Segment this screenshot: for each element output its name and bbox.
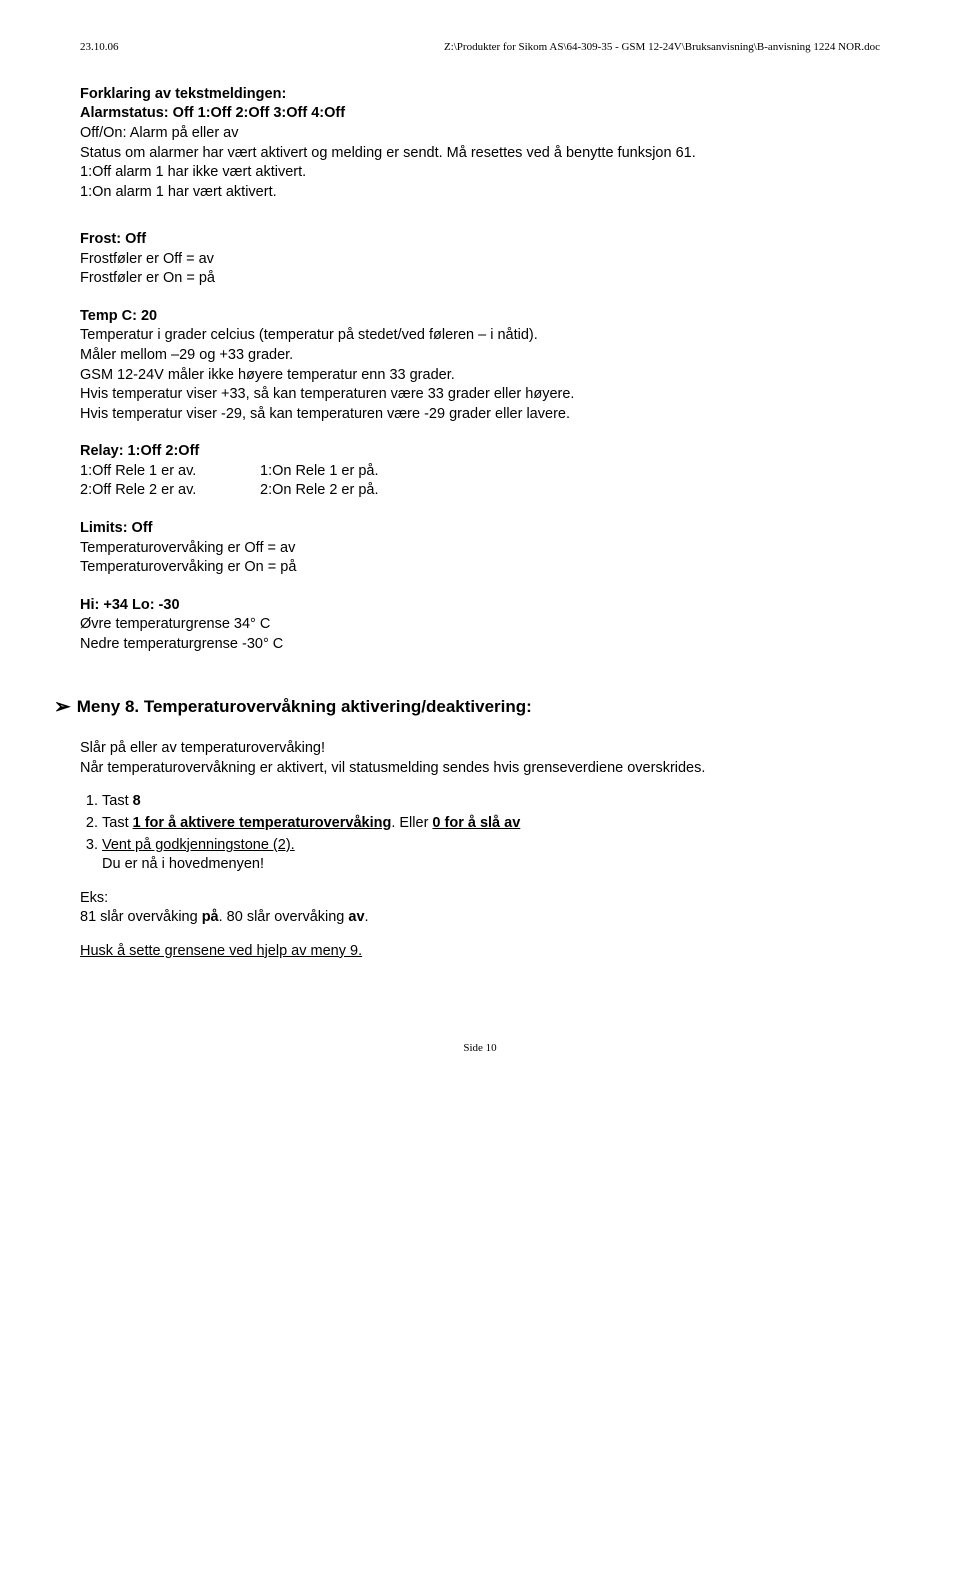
step2-b: 1 for å aktivere temperaturovervåking: [133, 815, 392, 831]
steps-list: Tast 8 Tast 1 for å aktivere temperaturo…: [80, 792, 880, 874]
limits-line-1: Temperaturovervåking er Off = av: [80, 539, 880, 559]
meny8-heading: Meny 8. Temperaturovervåkning aktivering…: [77, 696, 532, 719]
alarm-line-2: 1:On alarm 1 har vært aktivert.: [80, 183, 880, 203]
relay-title: Relay: 1:Off 2:Off: [80, 442, 880, 462]
limits-title: Limits: Off: [80, 519, 880, 539]
eks-b: på: [202, 909, 219, 925]
relay-c2r1: 1:On Rele 1 er på.: [260, 462, 379, 482]
hilo-line-1: Øvre temperaturgrense 34° C: [80, 615, 880, 635]
step-2: Tast 1 for å aktivere temperaturovervåki…: [102, 814, 880, 834]
temp-title: Temp C: 20: [80, 307, 880, 327]
temp-line-1: Temperatur i grader celcius (temperatur …: [80, 326, 880, 346]
step2-a: Tast: [102, 815, 133, 831]
step2-c: . Eller: [391, 815, 432, 831]
page-footer: Side 10: [80, 1041, 880, 1056]
temp-line-4: Hvis temperatur viser +33, så kan temper…: [80, 385, 880, 405]
status-line: Status om alarmer har vært aktivert og m…: [80, 144, 880, 164]
step-1: Tast 8: [102, 792, 880, 812]
hilo-title: Hi: +34 Lo: -30: [80, 596, 880, 616]
temp-line-2: Måler mellom –29 og +33 grader.: [80, 346, 880, 366]
eks-d: av: [348, 909, 364, 925]
header-path: Z:\Produkter for Sikom AS\64-309-35 - GS…: [444, 40, 880, 55]
frost-line-1: Frostføler er Off = av: [80, 250, 880, 270]
frost-line-2: Frostføler er On = på: [80, 269, 880, 289]
alarmstatus-label: Alarmstatus: Off 1:Off 2:Off 3:Off 4:Off: [80, 104, 880, 124]
relay-c1r1: 1:Off Rele 1 er av.: [80, 462, 260, 482]
eks-e: .: [365, 909, 369, 925]
step2-d: 0 for å slå av: [432, 815, 520, 831]
eks-label: Eks:: [80, 889, 880, 909]
offon-line: Off/On: Alarm på eller av: [80, 124, 880, 144]
temp-line-5: Hvis temperatur viser -29, så kan temper…: [80, 405, 880, 425]
relay-c2r2: 2:On Rele 2 er på.: [260, 481, 379, 501]
relay-c1r2: 2:Off Rele 2 er av.: [80, 481, 260, 501]
husk-line: Husk å sette grensene ved hjelp av meny …: [80, 943, 362, 959]
step-3: Vent på godkjenningstone (2). Du er nå i…: [102, 836, 880, 875]
step1-b: 8: [133, 793, 141, 809]
temp-line-3: GSM 12-24V måler ikke høyere temperatur …: [80, 366, 880, 386]
meny8-intro-1: Slår på eller av temperaturovervåking!: [80, 739, 880, 759]
meny8-intro-2: Når temperaturovervåkning er aktivert, v…: [80, 759, 880, 779]
header-date: 23.10.06: [80, 40, 119, 55]
frost-title: Frost: Off: [80, 230, 880, 250]
eks-c: . 80 slår overvåking: [219, 909, 349, 925]
step3b-text: Du er nå i hovedmenyen!: [102, 855, 880, 875]
eks-a: 81 slår overvåking: [80, 909, 202, 925]
step1-a: Tast: [102, 793, 133, 809]
alarm-line-1: 1:Off alarm 1 har ikke vært aktivert.: [80, 163, 880, 183]
limits-line-2: Temperaturovervåking er On = på: [80, 558, 880, 578]
arrow-icon: ➢: [54, 694, 71, 721]
forklaring-title: Forklaring av tekstmeldingen:: [80, 85, 880, 105]
step3-text: Vent på godkjenningstone (2).: [102, 837, 295, 853]
hilo-line-2: Nedre temperaturgrense -30° C: [80, 635, 880, 655]
eks-line: 81 slår overvåking på. 80 slår overvåkin…: [80, 908, 880, 928]
